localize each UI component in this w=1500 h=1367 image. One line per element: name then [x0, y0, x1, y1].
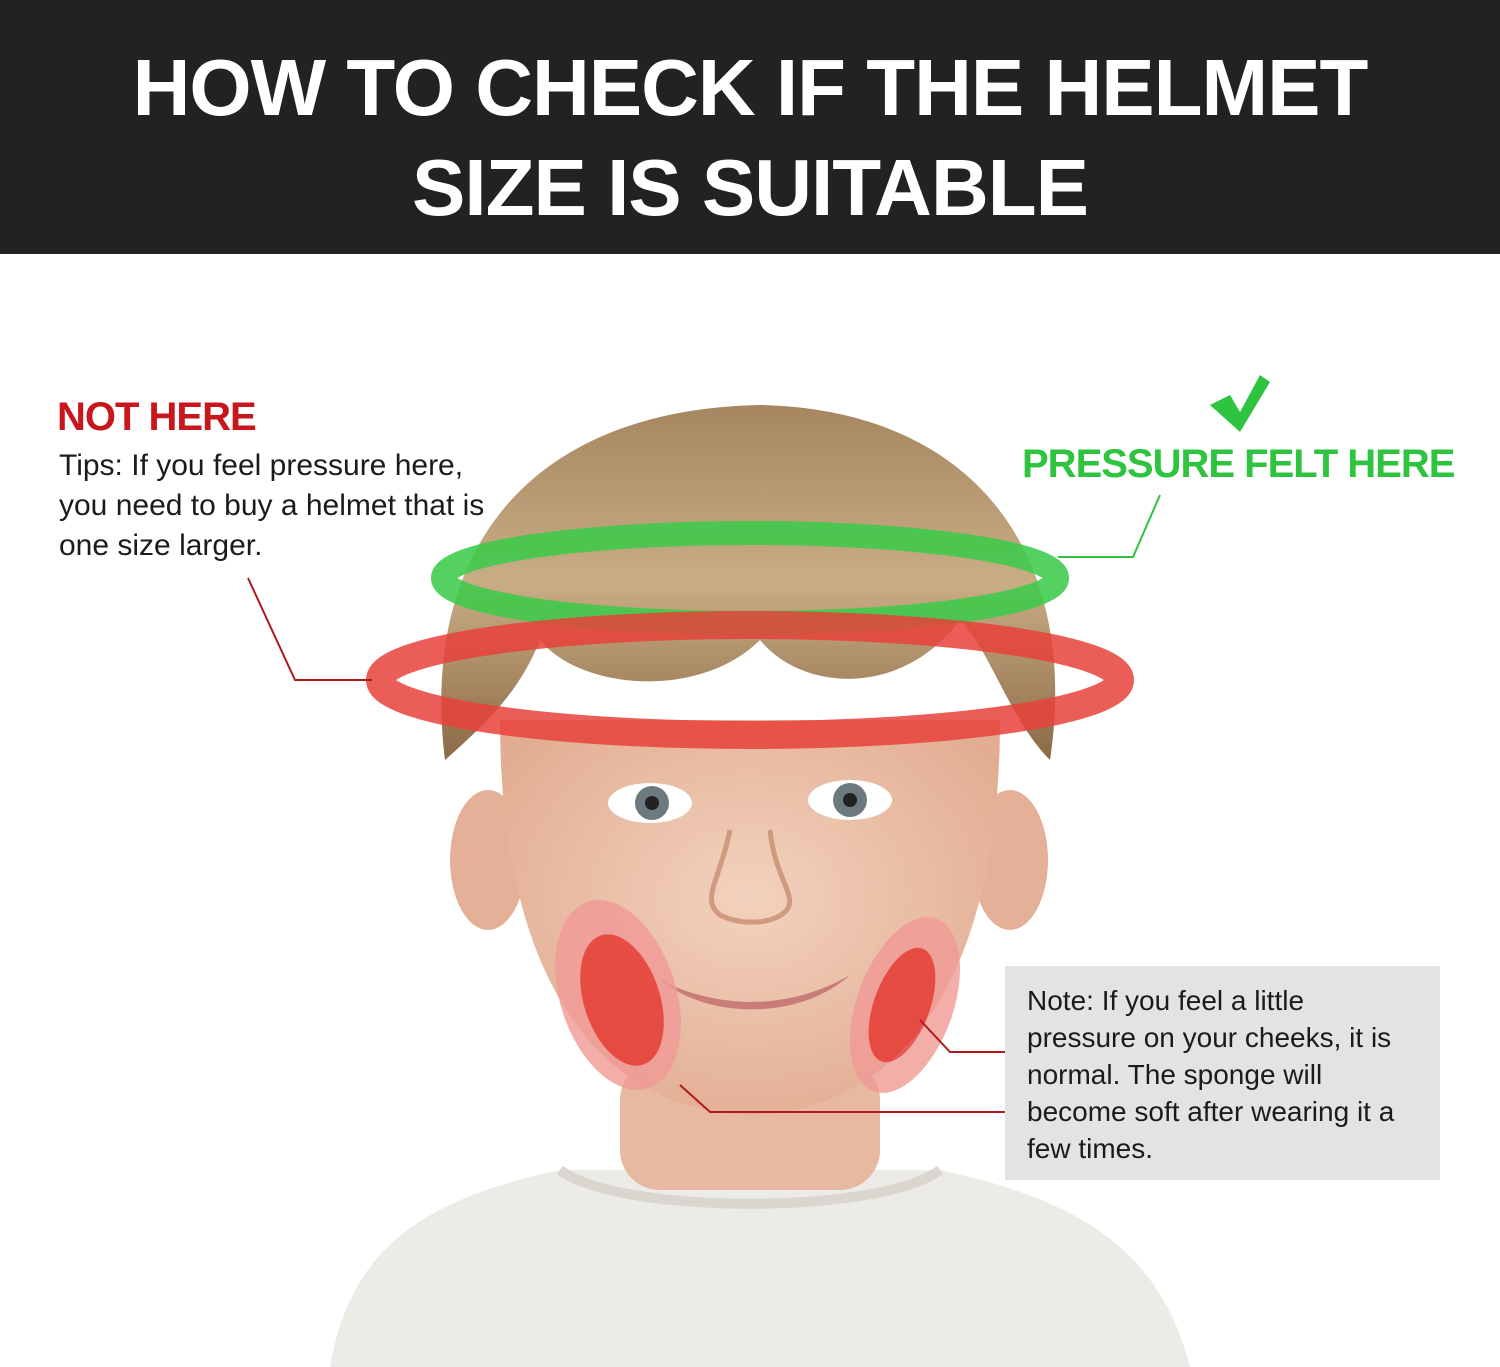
header-banner: HOW TO CHECK IF THE HELMET SIZE IS SUITA… [0, 0, 1500, 254]
shirt [330, 1170, 1190, 1367]
cheek-leader-line-right [919, 1019, 1005, 1053]
cheek-note-text: Note: If you feel a little pressure on y… [1027, 985, 1395, 1164]
child-illustration [247, 375, 1270, 1367]
mouth [660, 975, 850, 1010]
checkmark-icon [1210, 375, 1270, 432]
cheek-pressure-right [850, 917, 960, 1093]
cheek-pressure-left [555, 900, 681, 1090]
hair [441, 405, 1056, 760]
not-here-heading: NOT HERE [57, 395, 257, 439]
cheek-note-box: Note: If you feel a little pressure on y… [1005, 966, 1440, 1180]
pressure-leader-line [1058, 494, 1161, 558]
title-line-2: SIZE IS SUITABLE [412, 143, 1089, 232]
not-here-tip: Tips: If you feel pressure here, you nee… [59, 449, 485, 562]
pressure-felt-heading: PRESSURE FELT HERE [1022, 442, 1455, 486]
page-title: HOW TO CHECK IF THE HELMET SIZE IS SUITA… [0, 0, 1500, 238]
cheek-leader-line-left [679, 1084, 1005, 1113]
not-here-leader-line [247, 577, 372, 681]
title-line-1: HOW TO CHECK IF THE HELMET [132, 43, 1369, 132]
red-ring [366, 611, 1134, 749]
